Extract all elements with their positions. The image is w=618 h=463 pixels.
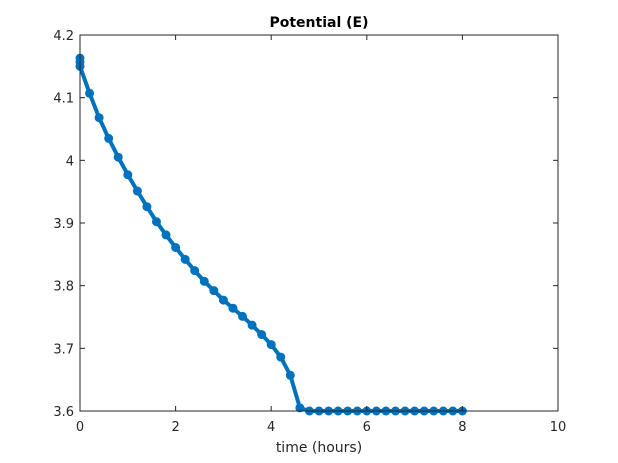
- y-tick-label: 3.9: [53, 217, 74, 232]
- data-point: [113, 152, 123, 162]
- data-point: [171, 242, 181, 252]
- data-point: [238, 311, 248, 321]
- x-tick-label: 4: [267, 420, 275, 435]
- data-point: [104, 133, 114, 143]
- data-point: [161, 230, 171, 240]
- data-point: [199, 276, 209, 286]
- data-point: [218, 295, 228, 305]
- data-point: [142, 202, 152, 212]
- chart-title: Potential (E): [269, 15, 368, 31]
- data-point: [295, 403, 305, 413]
- data-point: [151, 217, 161, 227]
- data-point: [228, 303, 238, 313]
- data-point: [257, 330, 267, 340]
- data-point: [247, 320, 257, 330]
- data-point: [266, 340, 276, 350]
- data-point: [85, 88, 95, 98]
- data-point: [190, 266, 200, 276]
- data-point: [94, 113, 104, 123]
- data-point: [276, 352, 286, 362]
- x-tick-label: 2: [171, 420, 179, 435]
- data-point: [285, 370, 295, 380]
- x-axis-label: time (hours): [276, 440, 362, 456]
- y-tick-label: 3.6: [53, 405, 74, 420]
- y-tick-label: 4: [66, 154, 74, 169]
- x-tick-label: 8: [458, 420, 466, 435]
- y-tick-label: 4.2: [53, 29, 74, 44]
- data-point: [123, 170, 133, 180]
- x-tick-label: 10: [550, 420, 567, 435]
- x-tick-label: 0: [76, 420, 84, 435]
- y-tick-label: 4.1: [53, 92, 74, 107]
- y-tick-label: 3.8: [53, 280, 74, 295]
- data-point: [132, 186, 142, 196]
- ticks-layer: 0 2 4 6 8 10 3.6 3.7 3.8 3.9 4 4.1 4.2: [53, 29, 566, 435]
- y-tick-label: 3.7: [53, 342, 74, 357]
- data-point: [180, 254, 190, 264]
- x-tick-label: 6: [363, 420, 371, 435]
- data-point: [209, 286, 219, 296]
